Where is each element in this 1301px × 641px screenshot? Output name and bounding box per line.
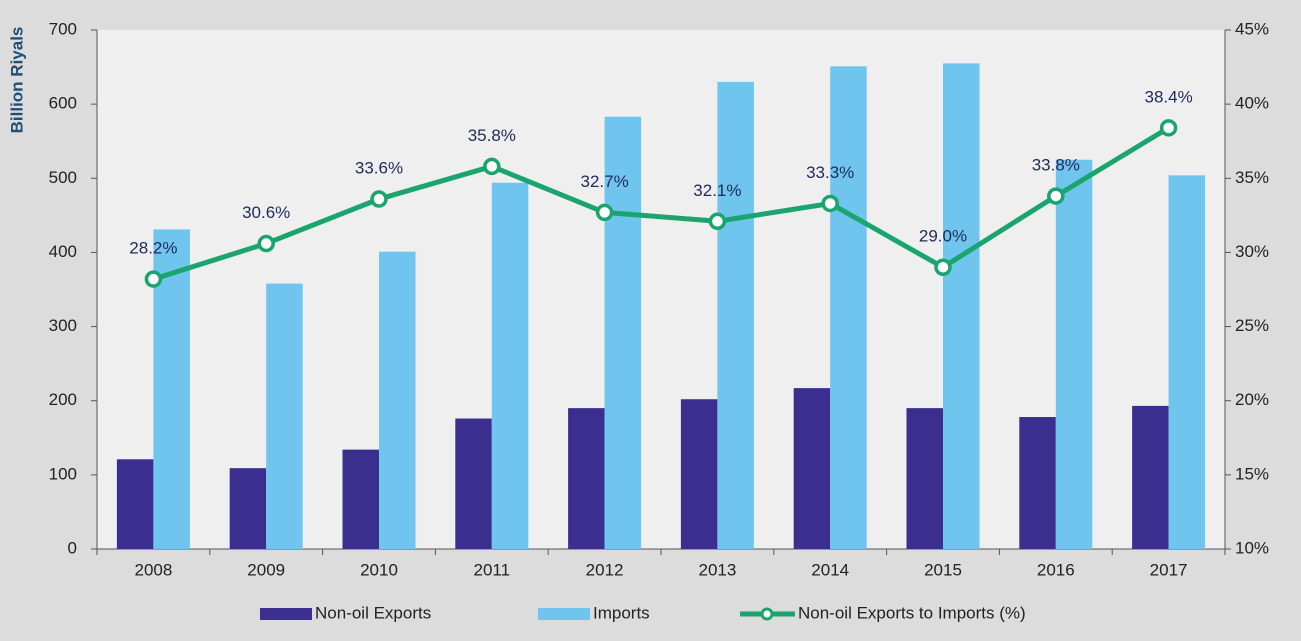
data-label: 33.8% [1032, 156, 1080, 175]
x-tick-label: 2009 [247, 560, 285, 579]
bar [455, 418, 492, 549]
line-point [821, 194, 839, 213]
bar [342, 449, 379, 549]
line-point [1047, 187, 1065, 205]
line-point [257, 234, 275, 253]
data-label: 29.0% [919, 227, 967, 246]
y-tick-label: 600 [49, 94, 77, 113]
data-label: 30.6% [242, 203, 290, 222]
bar [1055, 159, 1093, 549]
y-axis-label: Billion Riyals [7, 27, 26, 134]
line-point [483, 157, 501, 176]
bar [943, 63, 980, 549]
x-tick-label: 2008 [134, 560, 172, 579]
legend-label: Non-oil Exports [315, 603, 431, 622]
legend-marker [760, 607, 774, 621]
y-tick-label: 400 [49, 242, 77, 261]
y-tick-label: 500 [49, 168, 77, 187]
y2-tick-label: 35% [1235, 168, 1269, 187]
y2-tick-label: 45% [1235, 19, 1269, 38]
data-label: 28.2% [129, 239, 177, 258]
x-tick-label: 2015 [924, 560, 962, 579]
y2-tick-label: 20% [1235, 390, 1269, 409]
legend-label: Non-oil Exports to Imports (%) [798, 603, 1026, 622]
y2-tick-label: 10% [1235, 538, 1269, 557]
line-point [144, 270, 163, 288]
line-point [1159, 119, 1178, 137]
y-tick-label: 0 [68, 538, 77, 557]
bar [1019, 417, 1056, 549]
data-label: 32.1% [693, 181, 741, 200]
y-tick-label: 300 [49, 316, 77, 335]
y2-tick-label: 40% [1235, 94, 1269, 113]
data-label: 33.3% [806, 163, 854, 182]
y2-tick-label: 25% [1235, 316, 1269, 335]
line-point [595, 203, 614, 222]
data-label: 33.6% [355, 159, 403, 178]
x-tick-label: 2012 [586, 560, 624, 579]
line [152, 125, 1170, 282]
bar [379, 251, 416, 550]
bar [680, 399, 718, 549]
x-tick-label: 2016 [1037, 560, 1075, 579]
bar [604, 116, 642, 550]
data-label: 38.4% [1144, 87, 1192, 106]
line-point [708, 212, 727, 231]
legend-label: Imports [593, 603, 650, 622]
bar [116, 459, 154, 549]
x-tick-label: 2014 [811, 560, 849, 579]
bar [491, 182, 529, 549]
x-tick-label: 2010 [360, 560, 398, 579]
y-tick-label: 200 [49, 390, 77, 409]
legend-swatch [538, 608, 590, 620]
data-label: 32.7% [580, 172, 628, 191]
y-tick-label: 100 [49, 464, 77, 483]
x-tick-label: 2011 [474, 560, 511, 579]
y2-tick-label: 30% [1235, 242, 1269, 261]
x-tick-label: 2013 [698, 560, 736, 579]
data-label: 35.8% [468, 126, 516, 145]
legend-swatch [260, 608, 312, 620]
line-point [370, 190, 388, 208]
bar [568, 408, 605, 549]
y2-tick-label: 15% [1235, 464, 1269, 483]
bar [1168, 175, 1206, 549]
x-tick-label: 2017 [1150, 560, 1188, 579]
bar [266, 283, 303, 549]
bar [793, 388, 831, 549]
bar [830, 66, 867, 549]
bar [717, 81, 754, 550]
bar [229, 468, 267, 549]
bar [1132, 405, 1169, 549]
line-point [934, 258, 952, 277]
y-tick-label: 700 [49, 19, 77, 38]
bar [906, 408, 943, 549]
